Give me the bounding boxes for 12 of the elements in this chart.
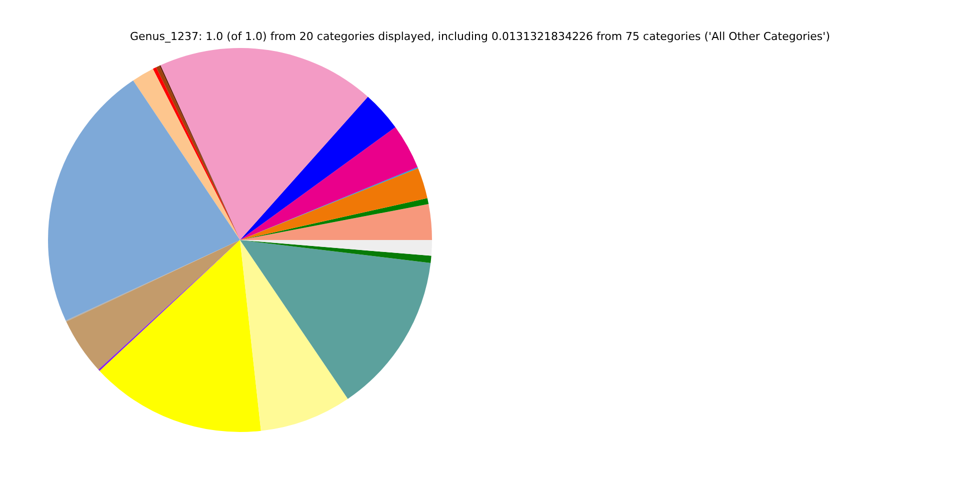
text: Genus_1237: 1.0 (of 1.0) from 20 categories displayed, including 0.0131321834226 from 75 categories ('All Other Categories') — [130, 30, 830, 43]
pie-slice — [240, 204, 432, 240]
pie-slice — [160, 48, 368, 240]
pie-slice — [240, 240, 431, 399]
pie-slice — [240, 240, 348, 431]
pie-slice — [240, 127, 418, 240]
pie-slice — [240, 96, 396, 240]
pie-slice — [48, 80, 240, 321]
pie-slice — [66, 240, 240, 370]
pie-slice — [240, 240, 432, 256]
pie-slice — [100, 240, 261, 432]
pie-slice — [133, 68, 240, 240]
